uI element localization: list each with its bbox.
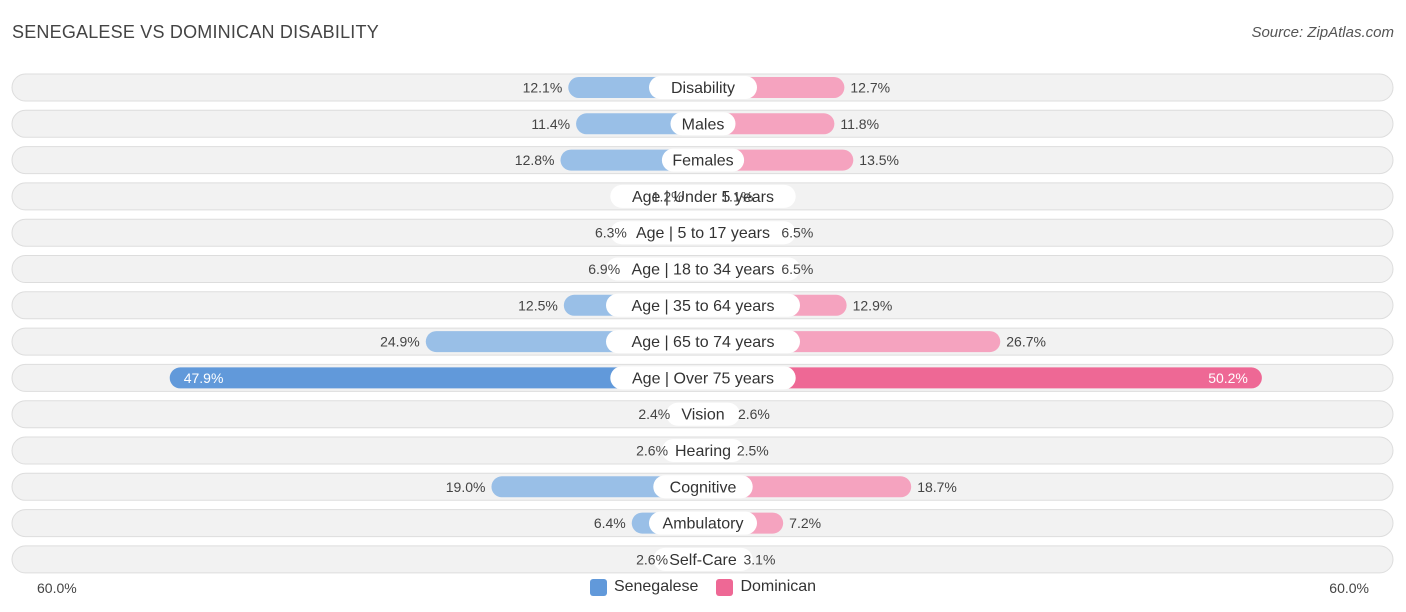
- legend-label-senegalese: Senegalese: [613, 578, 699, 595]
- value-label-dominican: 2.6%: [738, 406, 770, 422]
- category-label-background: [610, 366, 796, 390]
- category-label: Age | 5 to 17 years: [636, 225, 770, 242]
- bar-senegalese: [576, 113, 703, 135]
- diverging-bar-chart: Disability 12.1% 12.7% Males 11.4% 11.8% Femal…: [11, 73, 1394, 574]
- value-label-dominican: 2.5%: [737, 443, 769, 459]
- value-label-senegalese: 1.2%: [652, 188, 684, 204]
- legend-swatch-senegalese: [589, 578, 607, 596]
- category-label: Age | 35 to 64 years: [632, 298, 775, 315]
- value-label-dominican: 7.2%: [789, 515, 821, 531]
- category-label: Age | 65 to 74 years: [632, 334, 775, 351]
- value-label-senegalese: 6.3%: [595, 225, 627, 241]
- bar-dominican: [703, 367, 1262, 389]
- category-label-background: [606, 257, 800, 281]
- category-label-background: [610, 221, 796, 245]
- value-label-senegalese: 6.9%: [588, 261, 620, 277]
- bar-dominican: [703, 113, 835, 135]
- category-label: Self-Care: [669, 552, 737, 569]
- category-label-background: [610, 184, 796, 208]
- source-label: Source: ZipAtlas.com: [1251, 24, 1394, 41]
- value-label-senegalese: 2.6%: [636, 551, 668, 567]
- legend-item-dominican[interactable]: Dominican: [716, 578, 816, 596]
- value-label-dominican: 6.5%: [781, 261, 813, 277]
- category-label-background: [653, 475, 753, 499]
- category-label-background: [606, 330, 800, 354]
- legend-item-senegalese[interactable]: Senegalese: [589, 578, 699, 596]
- value-label-dominican: 12.7%: [850, 80, 890, 96]
- category-label-background: [606, 293, 800, 317]
- legend: Senegalese Dominican: [0, 578, 1406, 596]
- value-label-dominican: 1.1%: [721, 188, 753, 204]
- value-label-senegalese: 12.5%: [518, 297, 558, 313]
- value-label-dominican: 6.5%: [781, 225, 813, 241]
- value-label-dominican: 50.2%: [1208, 370, 1248, 386]
- legend-swatch-dominican: [716, 578, 734, 596]
- value-label-dominican: 11.8%: [840, 116, 879, 132]
- category-label: Ambulatory: [663, 516, 744, 533]
- category-label: Hearing: [675, 443, 731, 460]
- axis-right-label: 60.0%: [1329, 580, 1369, 596]
- category-label: Vision: [681, 407, 724, 424]
- value-label-senegalese: 12.1%: [523, 80, 563, 96]
- category-label: Males: [682, 116, 725, 133]
- value-label-dominican: 18.7%: [917, 479, 957, 495]
- category-label-background: [649, 511, 757, 535]
- bar-senegalese: [491, 476, 703, 498]
- value-label-senegalese: 47.9%: [184, 370, 224, 386]
- category-label: Cognitive: [670, 479, 737, 496]
- category-label-background: [649, 76, 757, 99]
- category-label: Age | 18 to 34 years: [632, 262, 775, 279]
- value-label-senegalese: 24.9%: [380, 334, 420, 350]
- category-label: Disability: [671, 80, 735, 97]
- value-label-dominican: 3.1%: [744, 551, 776, 567]
- category-label: Age | Over 75 years: [632, 370, 774, 387]
- value-label-dominican: 12.9%: [853, 297, 893, 313]
- value-label-senegalese: 6.4%: [594, 515, 626, 531]
- category-label-background: [653, 547, 753, 571]
- axis-left-label: 60.0%: [37, 580, 77, 596]
- category-label-background: [661, 439, 745, 462]
- value-label-dominican: 13.5%: [859, 152, 899, 168]
- category-label: Age | Under 5 years: [632, 189, 774, 206]
- value-label-senegalese: 12.8%: [515, 152, 555, 168]
- category-label: Females: [672, 153, 733, 170]
- category-label-background: [661, 148, 745, 172]
- category-label-background: [666, 402, 740, 426]
- value-label-senegalese: 19.0%: [446, 479, 486, 495]
- legend-label-dominican: Dominican: [740, 578, 817, 595]
- chart-title: SENEGALESE VS DOMINICAN DISABILITY: [12, 22, 379, 42]
- value-label-senegalese: 2.6%: [636, 443, 668, 459]
- category-label-background: [670, 112, 736, 136]
- value-label-senegalese: 2.4%: [638, 406, 670, 422]
- bar-dominican: [703, 476, 912, 498]
- bar-senegalese: [169, 367, 704, 389]
- value-label-senegalese: 11.4%: [531, 116, 570, 132]
- value-label-dominican: 26.7%: [1006, 334, 1046, 350]
